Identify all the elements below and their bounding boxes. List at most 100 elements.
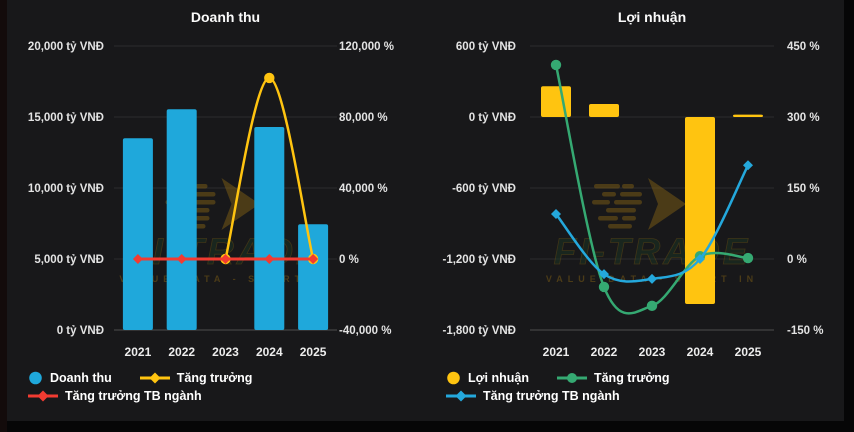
- loi-nhuan-bar-2024[interactable]: [685, 117, 715, 304]
- tang-truong-tb-nganh-point-2021[interactable]: [132, 254, 143, 264]
- tang-truong-point-2023[interactable]: [646, 300, 658, 312]
- x-axis-label-2025: 2025: [300, 345, 327, 359]
- legend-line-circle-icon: [556, 373, 587, 383]
- right-axis-tick: 120,000 %: [339, 41, 394, 53]
- legend-label: Tăng trưởng: [176, 371, 253, 385]
- left-axis-tick: 5,000 tỷ VNĐ: [34, 254, 104, 266]
- watermark-arrow-icon: [221, 178, 260, 230]
- tang-truong-point-2021[interactable]: [550, 59, 562, 71]
- watermark-logo-dash: [622, 184, 634, 189]
- tang-truong-tb-nganh-point-2022[interactable]: [599, 269, 609, 280]
- charts-panel: 20,000 tỷ VNĐ 120,000 % 15,000 tỷ VNĐ 80,00…: [7, 0, 844, 421]
- x-axis-label-2022: 2022: [168, 345, 195, 359]
- tang-truong-tb-nganh-point-2023[interactable]: [220, 254, 231, 264]
- legend-item-tang-truong-tb-nganh[interactable]: Tăng trưởng TB ngành: [446, 389, 620, 403]
- left-axis-tick: 0 tỷ VNĐ: [469, 112, 516, 124]
- left-axis-tick: -1,200 tỷ VNĐ: [442, 254, 516, 266]
- left-edge-strip: [0, 0, 7, 432]
- right-axis-tick: 150 %: [787, 183, 820, 195]
- legend-row: Doanh thu Tăng trưởng: [28, 371, 252, 385]
- legend-line-diamond-icon: [446, 390, 476, 402]
- watermark-logo-dash: [195, 184, 208, 189]
- tang-truong-tb-nganh-point-2021[interactable]: [551, 209, 561, 220]
- right-axis-tick: 0 %: [787, 254, 807, 266]
- tang-truong-tb-nganh-point-2024[interactable]: [695, 254, 705, 264]
- x-axis-label-2023: 2023: [212, 345, 239, 359]
- doanh-thu-bar-2025[interactable]: [298, 224, 329, 330]
- tang-truong-point-2024[interactable]: [264, 72, 275, 84]
- tang-truong-tb-nganh-point-2022[interactable]: [176, 254, 187, 264]
- tang-truong-tb-nganh-point-2025[interactable]: [308, 254, 319, 264]
- legend-dot-icon: [29, 371, 42, 385]
- x-axis-label-2021: 2021: [543, 345, 570, 359]
- legend-item-tang-truong-tb-nganh[interactable]: Tăng trưởng TB ngành: [28, 389, 202, 403]
- legend-row: Tăng trưởng TB ngành: [28, 389, 252, 403]
- legend-item-tang-truong[interactable]: Tăng trưởng: [139, 371, 253, 385]
- legend-label: Tăng trưởng TB ngành: [65, 389, 202, 403]
- watermark-logo-dash: [598, 216, 618, 221]
- tang-truong-point-2025[interactable]: [742, 252, 754, 264]
- watermark-logo-dash: [606, 208, 636, 213]
- legend-row: Lợi nhuận Tăng trưởng: [446, 371, 670, 385]
- watermark-logo-dash: [614, 200, 642, 205]
- left-axis-tick: 10,000 tỷ VNĐ: [28, 183, 104, 195]
- right-axis-tick: 300 %: [787, 112, 820, 124]
- watermark-logo-dash: [193, 192, 216, 197]
- tang-truong-tb-nganh-point-2023[interactable]: [647, 273, 657, 284]
- x-axis-label-2025: 2025: [735, 345, 762, 359]
- watermark-tagline: VALUE DATA - SMART IN: [119, 274, 331, 284]
- right-axis-tick: -150 %: [787, 325, 823, 337]
- profit-chart-svg: 600 tỷ VNĐ 450 % 0 tỷ VNĐ 300 % -600 tỷ VNĐ 1…: [442, 9, 823, 359]
- watermark-logo-dash: [592, 200, 610, 205]
- doanh-thu-bar-2022[interactable]: [166, 109, 197, 330]
- x-axis-label-2024: 2024: [256, 345, 283, 359]
- left-axis-tick: 20,000 tỷ VNĐ: [28, 41, 104, 53]
- watermark-logo-dash: [195, 216, 210, 221]
- legend-line-diamond-icon: [139, 372, 170, 384]
- legend-item-loi-nhuan[interactable]: Lợi nhuận: [446, 371, 529, 385]
- profit-chart-legend: Lợi nhuận Tăng trưởng Tăng trưởng TB ngành: [446, 371, 670, 403]
- profit-chart: 600 tỷ VNĐ 450 % 0 tỷ VNĐ 300 % -600 tỷ VNĐ 1…: [425, 0, 843, 421]
- legend-label: Tăng trưởng: [593, 371, 670, 385]
- right-axis-tick: 0 %: [339, 254, 359, 266]
- watermark-logo-dash: [620, 192, 642, 197]
- left-axis-tick: -600 tỷ VNĐ: [452, 183, 516, 195]
- left-axis-tick: 15,000 tỷ VNĐ: [28, 112, 104, 124]
- right-axis-tick: 40,000 %: [339, 183, 388, 195]
- watermark-logo-dash: [622, 216, 636, 221]
- tang-truong-point-2022[interactable]: [598, 281, 610, 293]
- revenue-chart-legend: Doanh thu Tăng trưởng Tăng trưởng TB ngành: [28, 371, 252, 403]
- legend-dot-icon: [447, 371, 460, 385]
- legend-item-doanh-thu[interactable]: Doanh thu: [28, 371, 112, 385]
- legend-label: Doanh thu: [50, 371, 112, 385]
- x-axis-label-2024: 2024: [687, 345, 714, 359]
- legend-item-tang-truong[interactable]: Tăng trưởng: [556, 371, 670, 385]
- tang-truong-tb-nganh-point-2025[interactable]: [743, 160, 753, 171]
- chart-title: Doanh thu: [191, 9, 260, 25]
- watermark-logo-dash: [594, 184, 620, 189]
- watermark-brand: FI-TRADE: [127, 231, 324, 272]
- watermark-arrow-icon: [648, 178, 686, 230]
- legend-row: Tăng trưởng TB ngành: [446, 389, 670, 403]
- loi-nhuan-bar-2025[interactable]: [733, 114, 763, 117]
- watermark-logo-dash: [608, 224, 632, 229]
- right-axis-tick: 450 %: [787, 41, 820, 53]
- legend-line-diamond-icon: [28, 390, 58, 402]
- legend-label: Lợi nhuận: [468, 371, 529, 385]
- left-axis-tick: 0 tỷ VNĐ: [57, 325, 104, 337]
- revenue-chart: 20,000 tỷ VNĐ 120,000 % 15,000 tỷ VNĐ 80,00…: [7, 0, 425, 421]
- right-axis-tick: -40,000 %: [339, 325, 391, 337]
- doanh-thu-bar-2021[interactable]: [122, 138, 153, 330]
- legend-label: Tăng trưởng TB ngành: [483, 389, 620, 403]
- x-axis-label-2021: 2021: [125, 345, 152, 359]
- x-axis-label-2023: 2023: [639, 345, 666, 359]
- revenue-chart-svg: 20,000 tỷ VNĐ 120,000 % 15,000 tỷ VNĐ 80,00…: [28, 9, 394, 359]
- loi-nhuan-bar-2021[interactable]: [541, 86, 571, 117]
- x-axis-label-2022: 2022: [591, 345, 618, 359]
- right-axis-tick: 80,000 %: [339, 112, 388, 124]
- doanh-thu-bar-2024[interactable]: [254, 126, 285, 330]
- left-axis-tick: -1,800 tỷ VNĐ: [442, 325, 516, 337]
- tang-truong-tb-nganh-point-2024[interactable]: [264, 254, 275, 264]
- loi-nhuan-bar-2022[interactable]: [589, 103, 619, 117]
